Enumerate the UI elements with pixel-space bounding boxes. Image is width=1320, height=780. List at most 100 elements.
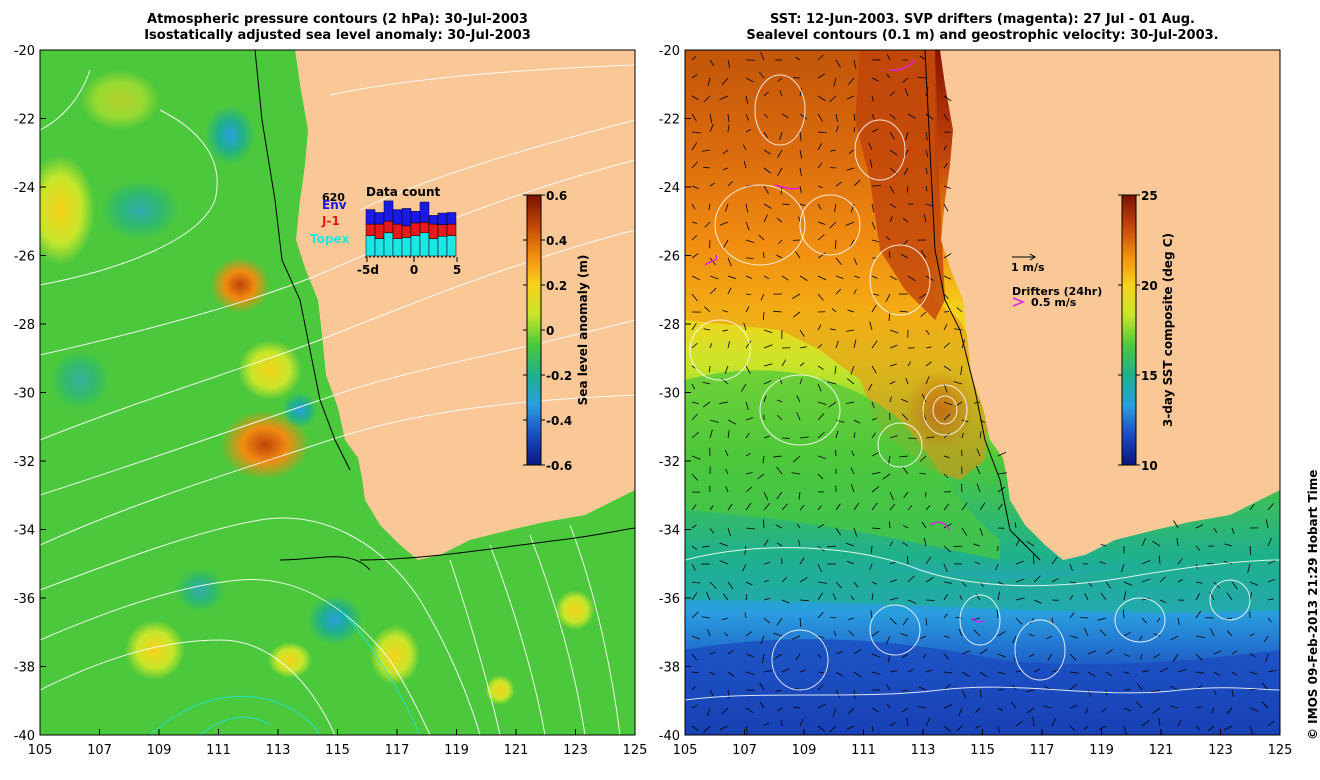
velocity-arrow [709, 671, 716, 676]
velocity-arrow [1083, 627, 1089, 637]
velocity-arrow [1267, 579, 1275, 583]
velocity-arrow [959, 595, 963, 601]
velocity-arrow [921, 521, 927, 529]
velocity-arrow [745, 417, 754, 421]
velocity-arrow [976, 465, 981, 475]
velocity-arrow [958, 628, 963, 637]
velocity-arrow [925, 149, 929, 158]
velocity-arrow [889, 91, 895, 97]
velocity-arrow [925, 376, 930, 385]
left-latitude-axis: -20 -22 -24 -26 -28 -30 -32 -34 -36 -38 -40 [14, 44, 46, 744]
data-count-bar-j1 [374, 223, 385, 239]
velocity-arrow [745, 453, 751, 457]
velocity-arrow [745, 486, 753, 493]
velocity-arrow [853, 581, 859, 588]
velocity-arrow [830, 149, 837, 152]
velocity-arrow [763, 561, 771, 565]
velocity-arrow [707, 707, 711, 716]
velocity-arrow [848, 149, 855, 155]
velocity-arrow [871, 128, 879, 133]
velocity-arrow [943, 545, 951, 553]
velocity-arrow [763, 149, 771, 155]
velocity-arrow [707, 77, 711, 86]
velocity-arrow [775, 689, 783, 692]
velocity-arrow [817, 275, 827, 281]
velocity-arrow [1032, 717, 1035, 727]
data-count-bar-topex [365, 235, 376, 257]
velocity-arrow [744, 545, 747, 555]
right-title-line1: SST: 12-Jun-2003. SVP drifters (magenta)… [770, 12, 1195, 27]
velocity-arrow [817, 365, 824, 370]
velocity-arrow [1105, 581, 1112, 589]
right-longitude-axis: 105 107 109 111 113 115 117 119 121 123 125 [673, 729, 1292, 758]
velocity-arrow [763, 91, 769, 97]
geostrophic-velocity-arrows [691, 52, 1277, 735]
lat-tick-label: -26 [14, 250, 35, 265]
velocity-arrow [817, 324, 822, 331]
velocity-arrow [742, 144, 747, 151]
velocity-arrow [1123, 707, 1132, 712]
velocity-arrow [943, 253, 952, 259]
velocity-arrow [997, 630, 1006, 637]
velocity-arrow [871, 725, 874, 732]
velocity-arrow [1123, 689, 1131, 691]
velocity-arrow [759, 71, 765, 79]
lon-tick-label: 109 [147, 743, 172, 758]
velocity-arrow [917, 705, 927, 709]
velocity-arrow [997, 472, 1007, 475]
velocity-arrow [905, 131, 909, 141]
velocity-arrow [900, 633, 909, 637]
velocity-arrow [846, 725, 855, 730]
velocity-arrow [743, 322, 747, 331]
velocity-arrow [745, 365, 751, 374]
velocity-arrow [745, 432, 750, 439]
velocity-arrow [871, 653, 881, 658]
velocity-arrow [925, 599, 935, 601]
velocity-arrow [902, 541, 909, 547]
data-count-bar-env [437, 212, 448, 225]
velocity-arrow [780, 719, 783, 727]
velocity-arrow [835, 689, 841, 698]
velocity-arrow [919, 55, 927, 61]
data-count-bar-topex [392, 238, 403, 257]
velocity-arrow [889, 363, 897, 367]
velocity-arrow [1262, 682, 1269, 691]
velocity-arrow [918, 686, 927, 691]
velocity-arrow [796, 412, 801, 421]
velocity-arrow [835, 651, 843, 655]
velocity-arrow [869, 321, 873, 331]
velocity-arrow [799, 113, 808, 120]
velocity-arrow [745, 293, 752, 296]
velocity-arrow [795, 653, 801, 661]
velocity-arrow [727, 671, 735, 677]
velocity-arrow [763, 113, 769, 118]
velocity-arrow [889, 670, 898, 673]
velocity-arrow [779, 90, 783, 97]
velocity-arrow [817, 703, 826, 709]
velocity-arrow [745, 221, 750, 231]
velocity-arrow [1069, 704, 1078, 709]
velocity-arrow [779, 131, 783, 141]
velocity-arrow [702, 401, 711, 408]
velocity-arrow [943, 581, 953, 584]
velocity-arrow [958, 707, 963, 716]
velocity-arrow [691, 401, 699, 405]
velocity-arrow [905, 377, 909, 385]
velocity-arrow [961, 432, 964, 439]
velocity-arrow [719, 725, 729, 731]
velocity-arrow [889, 491, 894, 501]
velocity-arrow [902, 218, 909, 223]
velocity-scale-label: 1 m/s [1011, 261, 1045, 274]
velocity-arrow [745, 306, 750, 313]
velocity-arrow [902, 239, 909, 246]
velocity-arrow [781, 275, 789, 281]
velocity-arrow [740, 383, 747, 392]
velocity-arrow [850, 467, 855, 475]
velocity-arrow [817, 635, 825, 639]
velocity-arrow [774, 653, 783, 659]
velocity-arrow [953, 381, 963, 385]
velocity-arrow [691, 56, 696, 61]
velocity-arrow [1032, 555, 1035, 565]
velocity-arrow [1224, 725, 1233, 731]
velocity-arrow [745, 113, 749, 121]
